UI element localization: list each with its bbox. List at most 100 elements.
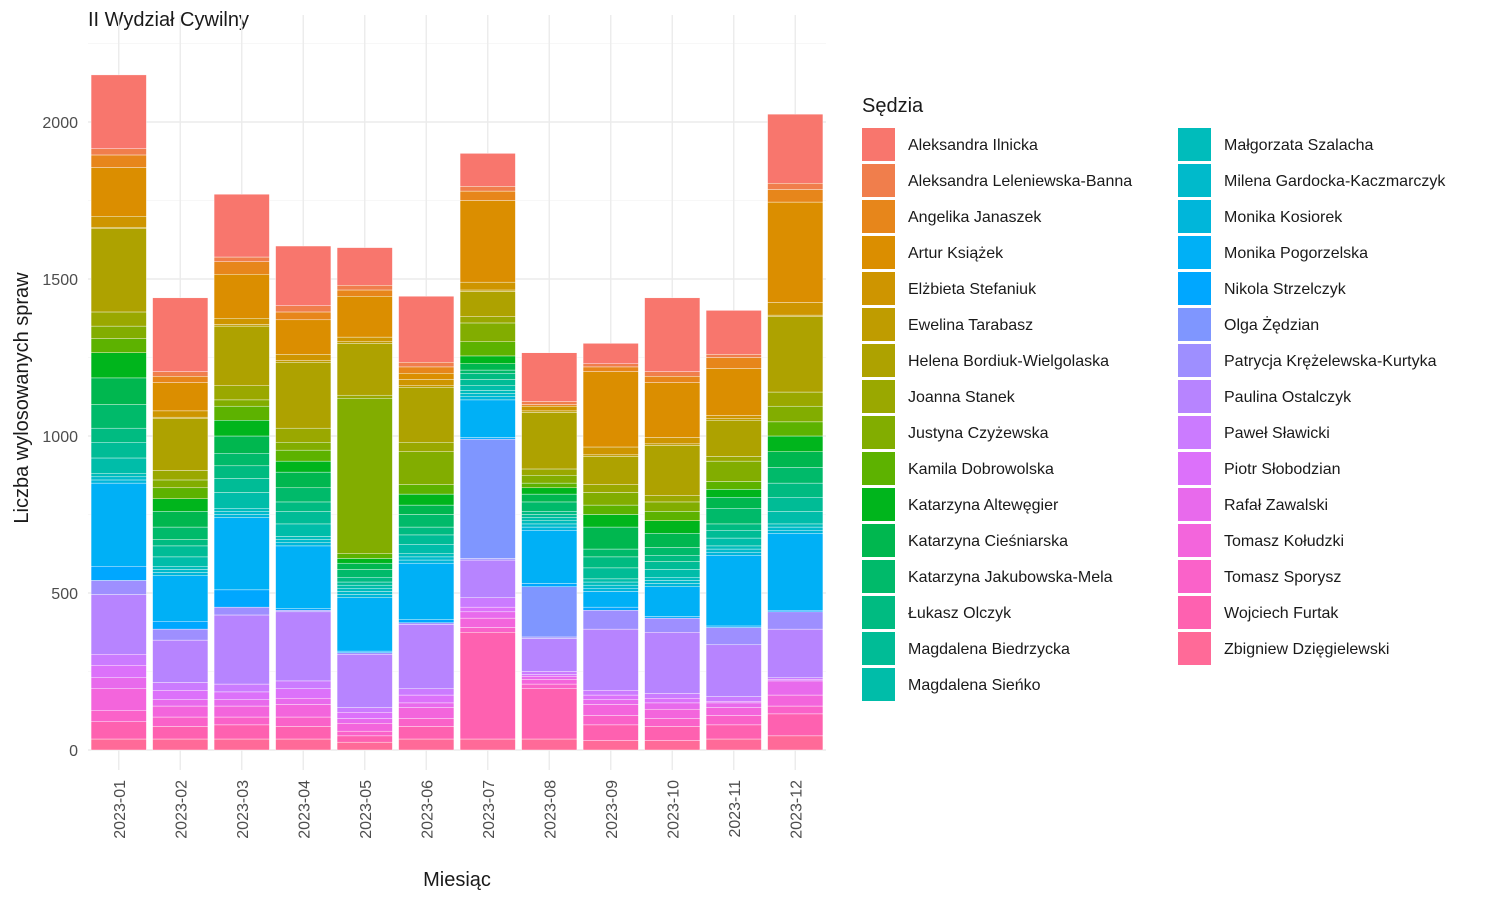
bar-segment: [705, 701, 762, 704]
bar-segment: [521, 671, 578, 675]
bar-segment: [521, 487, 578, 495]
legend-label: Paulina Ostalczyk: [1224, 389, 1352, 406]
bar-segment: [152, 416, 209, 419]
bar-segment: [644, 371, 701, 377]
bar-segment: [398, 619, 455, 624]
bar-segment: [398, 504, 455, 515]
bar-segment: [152, 572, 209, 576]
bar-segment: [275, 523, 332, 537]
x-tick-label: 2023-05: [358, 780, 375, 839]
bar-segment: [582, 492, 639, 506]
bar-segment: [767, 316, 824, 393]
bar-segment: [644, 632, 701, 694]
legend-swatch: [862, 272, 895, 305]
bar-segment: [644, 569, 701, 578]
bar-segment: [767, 705, 824, 715]
bar-segment: [152, 498, 209, 512]
bar-segment: [398, 702, 455, 708]
bar-segment: [90, 594, 147, 655]
bar-segment: [767, 314, 824, 317]
bar-segment: [582, 694, 639, 700]
bar-segment: [459, 322, 516, 342]
bar-segment: [275, 545, 332, 609]
bar-segment: [705, 625, 762, 628]
bar-segment: [521, 404, 578, 407]
legend-swatch: [1178, 524, 1211, 557]
bar-segment: [213, 385, 270, 401]
legend-swatch: [1178, 308, 1211, 341]
bar-segment: [459, 289, 516, 292]
bar-segment: [275, 442, 332, 451]
bar-segment: [336, 553, 393, 559]
bar-segment: [705, 702, 762, 708]
legend-label: Olga Żędzian: [1224, 315, 1319, 334]
y-tick-label: 1000: [42, 429, 78, 446]
bar-segment: [213, 325, 270, 386]
bar-segment: [705, 456, 762, 462]
bar-segment: [582, 343, 639, 364]
bar-segment: [90, 311, 147, 327]
legend-swatch: [1178, 344, 1211, 377]
legend-label: Aleksandra Ilnicka: [908, 137, 1038, 154]
bar-segment: [767, 405, 824, 423]
bar-segment: [705, 555, 762, 627]
bar-segment: [152, 738, 209, 751]
bar-segment: [459, 559, 516, 598]
bar-segment: [398, 379, 455, 386]
bar-segment: [705, 415, 762, 419]
bar-segment: [152, 682, 209, 691]
bar-segment: [767, 611, 824, 630]
y-tick-label: 2000: [42, 115, 78, 132]
bar-segment: [521, 520, 578, 525]
bar-segment: [213, 716, 270, 726]
bar-segment: [705, 357, 762, 369]
bar-segment: [398, 451, 455, 485]
bar-segment: [582, 456, 639, 485]
bar-segment: [398, 362, 455, 368]
bar-segment: [398, 694, 455, 704]
bar-segment: [459, 186, 516, 192]
bar-segment: [90, 473, 147, 478]
bar-segment: [90, 566, 147, 581]
x-tick-label: 2023-03: [235, 780, 252, 839]
bar-segment: [459, 396, 516, 401]
bar-segment: [398, 385, 455, 388]
bar-segment: [213, 683, 270, 693]
bar-segment: [582, 606, 639, 611]
bar-segment: [336, 562, 393, 570]
bar-segment: [521, 583, 578, 587]
bar-segment: [644, 533, 701, 548]
legend-label: Ewelina Tarabasz: [908, 317, 1033, 334]
legend-swatch: [1178, 488, 1211, 521]
bar-segment: [705, 310, 762, 355]
legend: Sędzia Aleksandra Ilnicka Aleksandra Lele…: [862, 95, 1446, 701]
bar-segment: [152, 566, 209, 570]
bar-segment: [152, 487, 209, 499]
bar-segment: [90, 677, 147, 689]
bar-segment: [521, 405, 578, 412]
bar-segment: [213, 606, 270, 616]
bar-segment: [398, 514, 455, 528]
bar-segment: [213, 399, 270, 407]
legend-swatch: [862, 380, 895, 413]
bar-segment: [582, 526, 639, 550]
y-tick-label: 1500: [42, 272, 78, 289]
bar-segment: [521, 526, 578, 531]
bar-segment: [459, 627, 516, 633]
bar-segment: [521, 352, 578, 402]
bar-segment: [336, 730, 393, 737]
x-tick-label: 2023-06: [419, 780, 436, 839]
bar-segment: [213, 691, 270, 700]
legend-label: Tomasz Sporysz: [1224, 569, 1341, 586]
bar-segment: [521, 468, 578, 476]
legend-swatch: [1178, 416, 1211, 449]
bar-segment: [336, 588, 393, 592]
bar-segment: [459, 558, 516, 561]
bar-segment: [275, 427, 332, 443]
legend-label: Milena Gardocka-Kaczmarczyk: [1224, 173, 1446, 190]
bar-segment: [213, 738, 270, 751]
bar-segment: [213, 478, 270, 493]
bar-segment: [705, 551, 762, 556]
bar-segment: [398, 624, 455, 689]
